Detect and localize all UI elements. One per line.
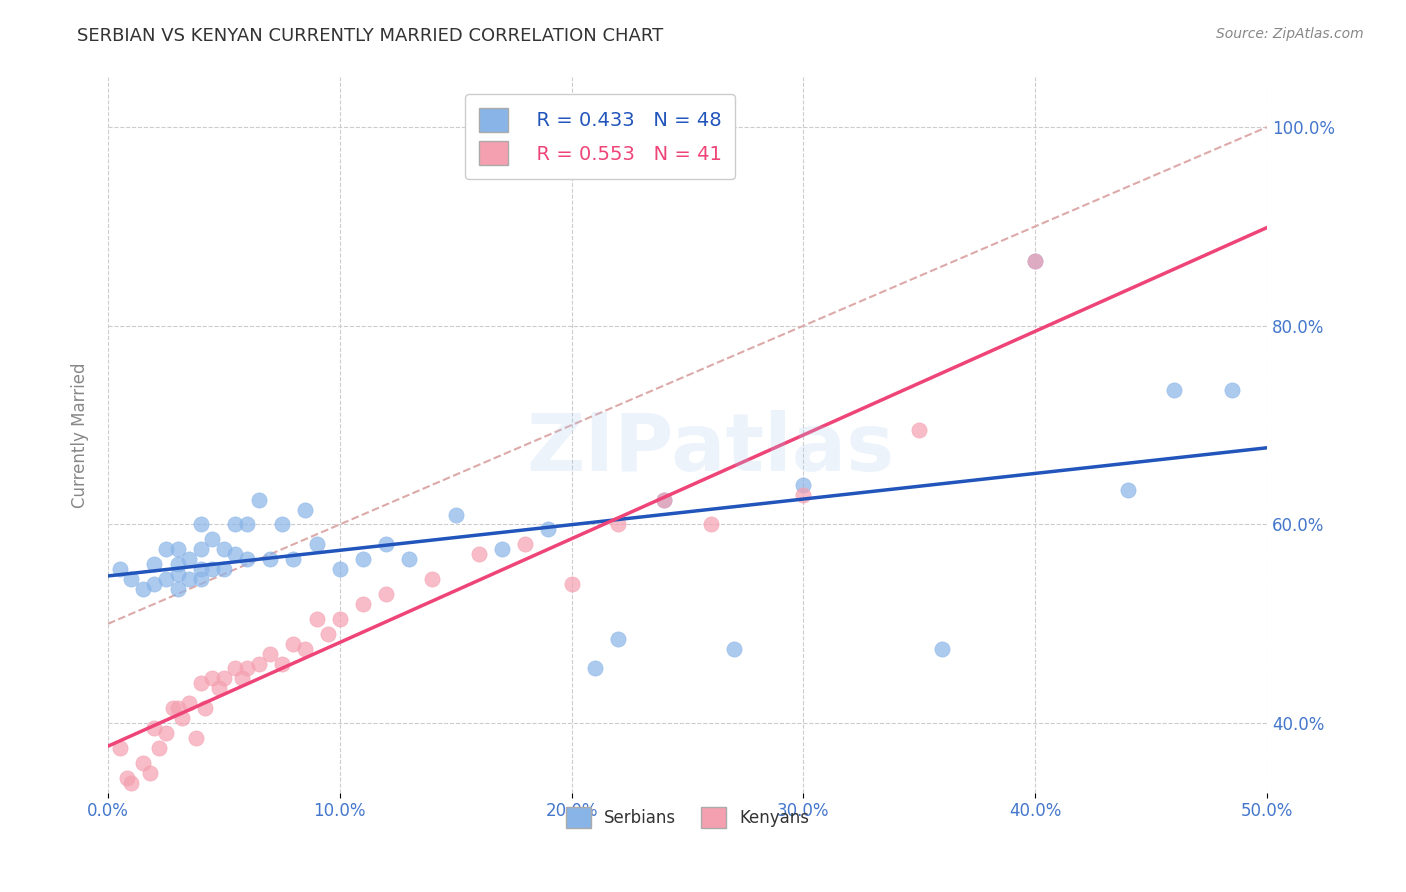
Point <box>224 661 246 675</box>
Point <box>491 542 513 557</box>
Point <box>375 587 398 601</box>
Point <box>329 562 352 576</box>
Point <box>931 641 953 656</box>
Point <box>699 517 721 532</box>
Point <box>190 517 212 532</box>
Point <box>138 765 160 780</box>
Point <box>352 597 374 611</box>
Point <box>201 533 224 547</box>
Point <box>468 547 491 561</box>
Legend: Serbians, Kenyans: Serbians, Kenyans <box>558 801 815 834</box>
Point <box>723 641 745 656</box>
Point <box>190 562 212 576</box>
Point <box>179 552 201 566</box>
Point <box>236 661 259 675</box>
Point <box>294 641 316 656</box>
Point <box>155 572 177 586</box>
Point <box>283 552 305 566</box>
Point <box>143 557 166 571</box>
Point <box>444 508 467 522</box>
Point <box>224 517 246 532</box>
Point <box>247 492 270 507</box>
Point <box>908 423 931 437</box>
Point <box>422 572 444 586</box>
Point <box>143 577 166 591</box>
Point <box>247 657 270 671</box>
Point <box>179 696 201 710</box>
Point <box>270 657 292 671</box>
Text: Source: ZipAtlas.com: Source: ZipAtlas.com <box>1216 27 1364 41</box>
Point <box>194 701 217 715</box>
Point <box>212 542 235 557</box>
Point <box>179 572 201 586</box>
Point <box>294 502 316 516</box>
Point <box>212 672 235 686</box>
Point <box>201 562 224 576</box>
Point <box>652 492 675 507</box>
Point <box>305 612 328 626</box>
Point <box>190 572 212 586</box>
Point <box>208 681 231 696</box>
Point <box>259 552 281 566</box>
Point <box>108 562 131 576</box>
Point <box>329 612 352 626</box>
Point <box>283 637 305 651</box>
Point <box>190 542 212 557</box>
Text: SERBIAN VS KENYAN CURRENTLY MARRIED CORRELATION CHART: SERBIAN VS KENYAN CURRENTLY MARRIED CORR… <box>77 27 664 45</box>
Point <box>143 721 166 735</box>
Point <box>148 741 170 756</box>
Point <box>184 731 207 745</box>
Point <box>1116 483 1139 497</box>
Point <box>1024 254 1046 268</box>
Point <box>398 552 420 566</box>
Text: ZIPatlas: ZIPatlas <box>526 410 894 488</box>
Point <box>212 562 235 576</box>
Point <box>172 711 194 725</box>
Point <box>259 647 281 661</box>
Point <box>231 672 253 686</box>
Point <box>236 552 259 566</box>
Point <box>115 771 138 785</box>
Point <box>108 741 131 756</box>
Point <box>132 582 155 596</box>
Point <box>652 492 675 507</box>
Point <box>166 542 188 557</box>
Y-axis label: Currently Married: Currently Married <box>72 362 89 508</box>
Point <box>305 537 328 551</box>
Point <box>515 537 537 551</box>
Point <box>132 756 155 770</box>
Point <box>190 676 212 690</box>
Point <box>120 775 142 789</box>
Point <box>606 632 628 646</box>
Point <box>583 661 606 675</box>
Point <box>224 547 246 561</box>
Point <box>162 701 184 715</box>
Point <box>375 537 398 551</box>
Point <box>166 582 188 596</box>
Point <box>155 542 177 557</box>
Point <box>270 517 292 532</box>
Point <box>1220 384 1243 398</box>
Point <box>166 557 188 571</box>
Point <box>537 523 560 537</box>
Point <box>792 488 814 502</box>
Point <box>166 567 188 582</box>
Point <box>1163 384 1185 398</box>
Point <box>316 626 339 640</box>
Point <box>201 672 224 686</box>
Point <box>561 577 583 591</box>
Point <box>236 517 259 532</box>
Point <box>120 572 142 586</box>
Point <box>166 701 188 715</box>
Point <box>155 726 177 740</box>
Point <box>606 517 628 532</box>
Point <box>352 552 374 566</box>
Point <box>1024 254 1046 268</box>
Point <box>792 477 814 491</box>
